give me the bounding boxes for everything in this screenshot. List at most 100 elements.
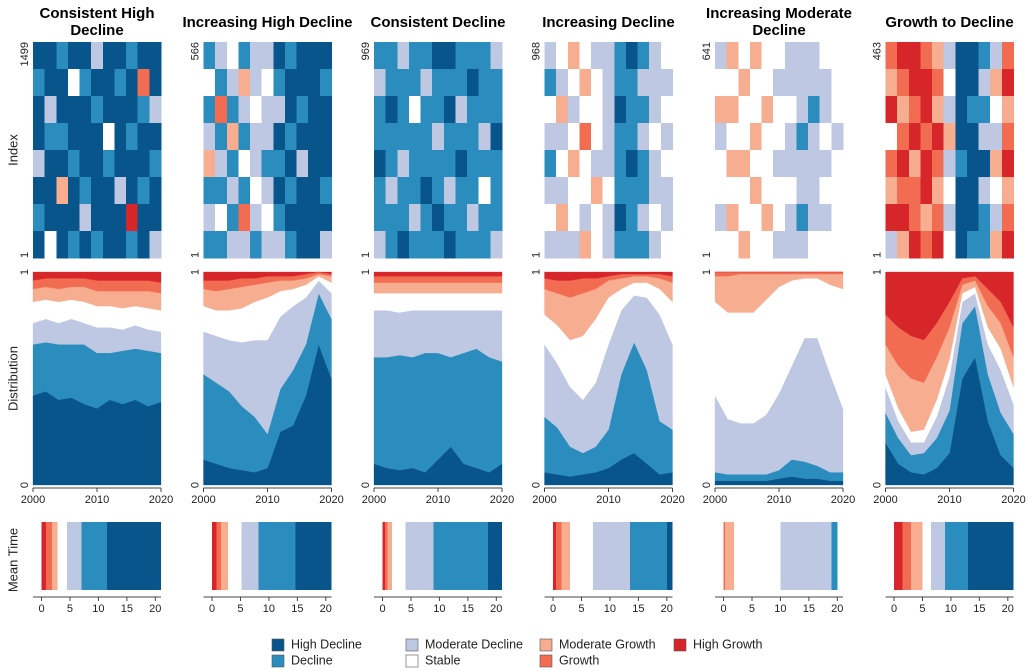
heatmap-cell [374,69,387,97]
heatmap-cell [908,231,921,259]
heatmap-cell [432,69,445,97]
heatmap-cell [238,204,251,232]
heatmap-cell [308,123,321,151]
heatmap-cell [432,42,445,70]
heatmap-cell [625,69,638,97]
heatmap-cell [250,231,263,259]
x-tick-label: 5 [578,603,584,615]
heatmap-cell [91,69,104,97]
heatmap-cell [432,96,445,124]
heatmap-cell [544,231,557,259]
x-tick-label: 5 [919,603,925,615]
heatmap-cell [67,123,80,151]
heatmap-cell [955,204,968,232]
heatmap-cell [319,96,332,124]
heatmap-cell [296,177,309,205]
heatmap-cell [990,42,1003,70]
heatmap-cell [567,42,580,70]
heatmap-cell [408,204,421,232]
area-segment [203,271,332,281]
x-tick-label: 20 [831,603,843,615]
heatmap-cell [738,96,751,124]
heatmap-cell [591,96,604,124]
heatmap-cell [56,204,69,232]
heatmap-cell [649,69,662,97]
heatmap-cell [238,150,251,178]
heatmap-cell [478,96,491,124]
bar-segment [221,522,228,590]
y-tick-label: 1 [701,269,713,275]
y-tick-label: 968 [530,42,542,60]
heatmap-cell [126,231,139,259]
heatmap-cell [56,123,69,151]
bar-segment [931,522,946,590]
heatmap-cell [250,177,263,205]
heatmap-cell [784,150,797,178]
x-tick-label: 10 [433,603,445,615]
y-tick-label: 1 [701,252,713,258]
heatmap-cell [149,123,162,151]
bar-segment [295,522,332,590]
heatmap-cell [625,123,638,151]
bar-segment [945,522,968,590]
heatmap-cell [432,231,445,259]
heatmap-cell [374,177,387,205]
y-tick-label: 0 [530,482,542,488]
heatmap-cell [203,150,216,178]
heatmap-cell [932,96,945,124]
x-tick-label: 2020 [149,494,173,506]
heatmap-cell [114,231,127,259]
heatmap-cell [625,204,638,232]
heatmap-cell [261,69,274,97]
heatmap-cell [273,96,286,124]
x-tick-label: 15 [973,603,985,615]
y-axis-label: Mean Time [5,528,20,592]
heatmap-cell [932,42,945,70]
heatmap-cell [273,150,286,178]
heatmap-cell [67,96,80,124]
heatmap-cell [467,69,480,97]
heatmap-cell [761,69,774,97]
x-tick-label: 5 [237,603,243,615]
heatmap-cell [808,231,821,259]
heatmap-cell [420,177,433,205]
heatmap-cell [397,69,410,97]
heatmap-cell [602,204,615,232]
heatmap-cell [773,150,786,178]
heatmap-cell [91,42,104,70]
heatmap-cell [385,123,398,151]
heatmap-cell [203,42,216,70]
legend-label: Decline [291,653,333,667]
y-tick-label: 1 [530,252,542,258]
heatmap-cell [773,177,786,205]
heatmap-cell [966,204,979,232]
legend-label: Growth [559,653,599,667]
legend-label: Moderate Growth [559,637,656,651]
heatmap-cell [796,96,809,124]
heatmap-cell [308,150,321,178]
heatmap-cell [932,150,945,178]
heatmap-cell [56,96,69,124]
heatmap-cell [591,69,604,97]
heatmap-cell [478,204,491,232]
heatmap-cell [114,123,127,151]
x-tick-label: 5 [67,603,73,615]
bar-segment [387,522,393,590]
heatmap-cell [33,96,46,124]
bar-segment [629,522,667,590]
bar-segment [570,522,593,590]
heatmap-cell [226,204,239,232]
heatmap-cell [966,69,979,97]
heatmap-cell [773,204,786,232]
panel-title: Growth to Decline [885,13,1014,31]
heatmap-cell [397,150,410,178]
heatmap-cell [796,69,809,97]
x-tick-label: 20 [661,603,673,615]
heatmap-cell [614,150,627,178]
heatmap-cell [126,42,139,70]
heatmap-cell [455,177,468,205]
heatmap-cell [215,177,228,205]
heatmap-cell [738,42,751,70]
heatmap-cell [273,231,286,259]
